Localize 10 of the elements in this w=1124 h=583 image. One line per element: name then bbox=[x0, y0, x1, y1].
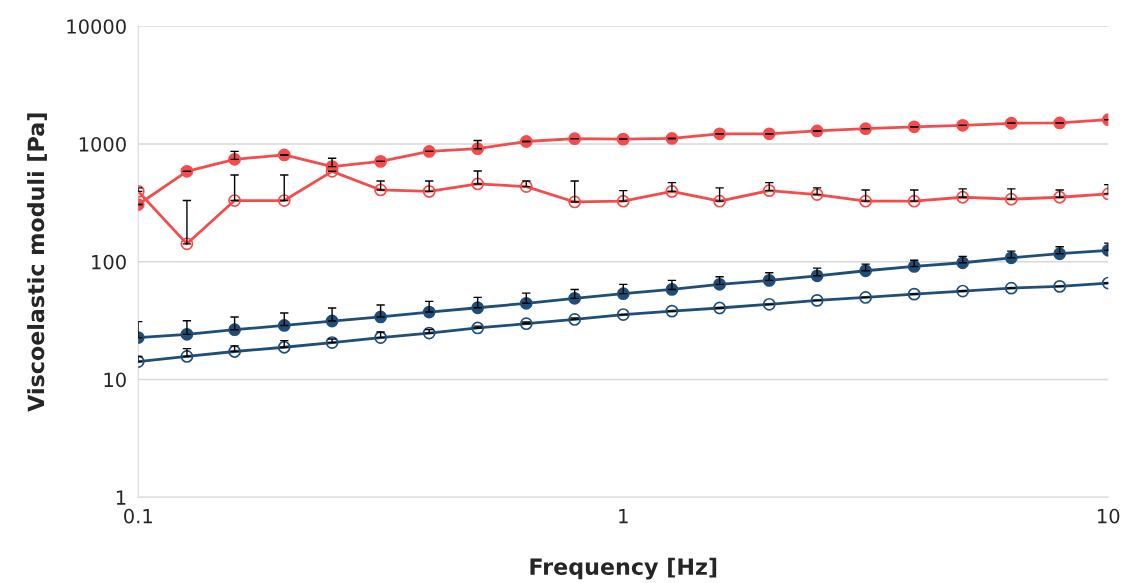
x-axis-title: Frequency [Hz] bbox=[530, 557, 717, 580]
y-tick-label: 10 bbox=[104, 372, 126, 388]
y-tick-label: 1000 bbox=[79, 136, 126, 152]
y-axis-title: Viscoelastic moduli [Pa] bbox=[27, 113, 47, 412]
y-tick-label: 100 bbox=[92, 254, 126, 270]
x-tick-label: 1 bbox=[619, 509, 628, 524]
x-tick-label: 10 bbox=[1098, 508, 1120, 524]
y-tick-label: 10000 bbox=[67, 19, 126, 34]
y-tick-label: 1 bbox=[116, 490, 126, 505]
x-tick-label: 0.1 bbox=[124, 508, 152, 524]
